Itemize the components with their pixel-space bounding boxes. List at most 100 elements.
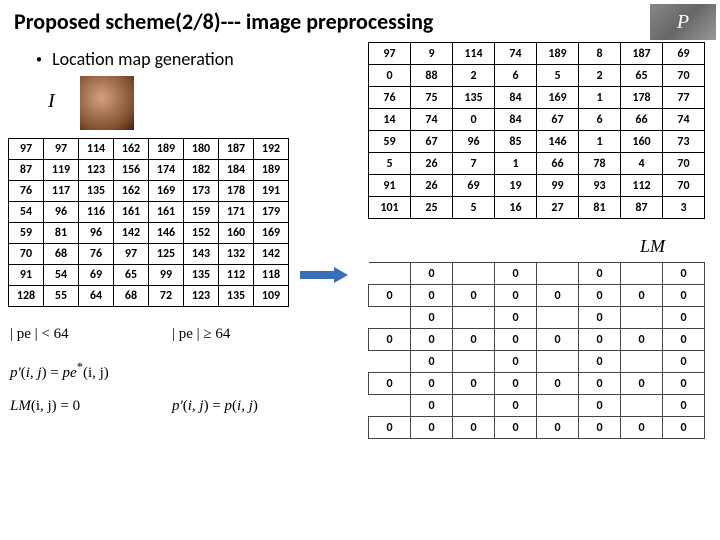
table-cell: 85 [495, 131, 537, 153]
table-cell: 54 [9, 202, 44, 223]
table-cell: 173 [184, 181, 219, 202]
table-cell: 0 [495, 263, 537, 285]
table-cell: 187 [219, 139, 254, 160]
bullet-text: Location map generation [52, 48, 234, 70]
table-cell: 0 [621, 417, 663, 439]
table-cell: 0 [411, 263, 453, 285]
table-cell: 0 [579, 417, 621, 439]
table-cell: 179 [254, 202, 289, 223]
table-cell: 0 [621, 285, 663, 307]
table-cell: 66 [537, 153, 579, 175]
table-cell: 169 [537, 87, 579, 109]
table-cell: 135 [453, 87, 495, 109]
table-cell: 16 [495, 197, 537, 219]
table-cell: 0 [411, 329, 453, 351]
formula-pe-ge-64: | pe | ≥ 64 [172, 326, 230, 343]
table-cell: 161 [149, 202, 184, 223]
table-cell: 160 [219, 223, 254, 244]
table-cell: 0 [663, 373, 705, 395]
table-cell: 6 [495, 65, 537, 87]
table-cell: 59 [369, 131, 411, 153]
table-cell: 27 [537, 197, 579, 219]
table-cell: 169 [149, 181, 184, 202]
table-cell: 76 [9, 181, 44, 202]
table-cell: 96 [79, 223, 114, 244]
table-cell: 0 [579, 373, 621, 395]
table-cell: 0 [621, 329, 663, 351]
bullet-line: • Location map generation [36, 48, 234, 70]
table-cell: 4 [621, 153, 663, 175]
table-cell: 87 [9, 160, 44, 181]
table-cell: 55 [44, 286, 79, 307]
table-processed: 9791147418981876908826526570767513584169… [368, 42, 705, 219]
table-cell: 0 [495, 373, 537, 395]
table-cell: 74 [663, 109, 705, 131]
table-cell: 116 [79, 202, 114, 223]
table-cell: 0 [411, 395, 453, 417]
table-cell: 0 [369, 417, 411, 439]
table-cell: 184 [219, 160, 254, 181]
table-cell: 182 [184, 160, 219, 181]
slide-title: Proposed scheme(2/8)--- image preprocess… [14, 8, 433, 35]
table-cell: 0 [453, 373, 495, 395]
table-cell: 0 [663, 395, 705, 417]
table-cell: 68 [44, 244, 79, 265]
arrow-icon [300, 268, 348, 282]
table-cell: 87 [621, 197, 663, 219]
table-location-map: 0000000000000000000000000000000000000000… [368, 262, 705, 439]
table-cell: 9 [411, 43, 453, 65]
table-cell: 101 [369, 197, 411, 219]
table-cell: 97 [44, 139, 79, 160]
table-cell: 72 [149, 286, 184, 307]
table-cell: 0 [663, 285, 705, 307]
table-cell: 143 [184, 244, 219, 265]
table-cell: 74 [411, 109, 453, 131]
table-cell: 77 [663, 87, 705, 109]
table-cell: 171 [219, 202, 254, 223]
table-cell: 84 [495, 87, 537, 109]
bullet-dot: • [36, 53, 42, 67]
table-cell [537, 351, 579, 373]
table-cell: 70 [663, 175, 705, 197]
table-cell: 25 [411, 197, 453, 219]
table-cell: 0 [495, 395, 537, 417]
table-cell: 0 [495, 307, 537, 329]
table-cell: 7 [453, 153, 495, 175]
table-cell: 0 [663, 351, 705, 373]
table-cell [453, 307, 495, 329]
table-cell: 0 [579, 285, 621, 307]
p-thumbnail: P [650, 4, 716, 40]
table-cell: 65 [114, 265, 149, 286]
table-cell: 0 [411, 351, 453, 373]
table-cell: 180 [184, 139, 219, 160]
table-cell: 114 [79, 139, 114, 160]
table-cell: 99 [537, 175, 579, 197]
table-cell: 0 [453, 109, 495, 131]
table-cell: 59 [9, 223, 44, 244]
table-cell: 75 [411, 87, 453, 109]
table-cell: 187 [621, 43, 663, 65]
table-cell: 54 [44, 265, 79, 286]
table-cell: 162 [114, 181, 149, 202]
table-cell: 0 [663, 329, 705, 351]
table-cell: 0 [495, 285, 537, 307]
table-cell: 135 [184, 265, 219, 286]
table-cell: 112 [219, 265, 254, 286]
table-cell: 189 [149, 139, 184, 160]
table-cell: 128 [9, 286, 44, 307]
table-cell: 0 [495, 351, 537, 373]
table-cell: 169 [254, 223, 289, 244]
table-cell: 2 [453, 65, 495, 87]
table-cell: 91 [9, 265, 44, 286]
table-cell: 5 [453, 197, 495, 219]
table-cell: 119 [44, 160, 79, 181]
table-cell [537, 395, 579, 417]
table-cell: 97 [369, 43, 411, 65]
table-cell: 0 [537, 373, 579, 395]
formula-pprime-pestar: p'(i, j) = pe*(i, j) [10, 360, 109, 382]
table-cell: 73 [663, 131, 705, 153]
table-cell: 0 [411, 373, 453, 395]
table-cell: 88 [411, 65, 453, 87]
table-cell: 0 [495, 329, 537, 351]
table-cell: 117 [44, 181, 79, 202]
